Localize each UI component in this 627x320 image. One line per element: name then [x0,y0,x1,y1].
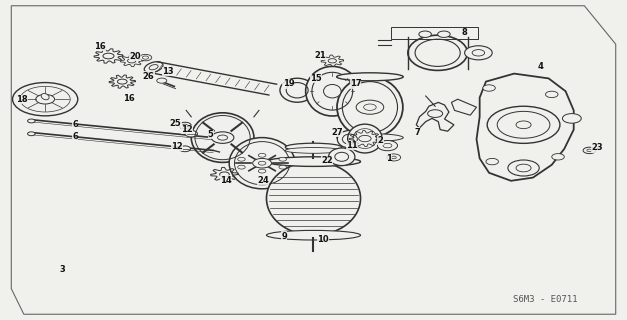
Ellipse shape [347,124,382,153]
Circle shape [377,140,398,151]
Circle shape [465,46,492,60]
Circle shape [552,154,564,160]
Ellipse shape [408,35,467,70]
Text: 14: 14 [220,176,231,185]
Circle shape [211,132,234,143]
Text: 4: 4 [537,62,544,71]
Ellipse shape [266,157,361,166]
Ellipse shape [337,77,403,138]
Circle shape [13,83,78,116]
Circle shape [179,122,191,129]
Text: 1: 1 [386,154,392,163]
Circle shape [238,157,245,161]
Circle shape [157,78,167,83]
Circle shape [419,31,431,37]
Ellipse shape [41,93,49,100]
Ellipse shape [305,67,359,116]
Circle shape [472,50,485,56]
Ellipse shape [144,62,163,73]
Circle shape [20,86,70,112]
Ellipse shape [285,148,342,153]
Circle shape [28,132,35,136]
Text: 7: 7 [414,128,420,137]
Text: 16: 16 [123,94,134,103]
Text: 15: 15 [310,74,322,83]
Text: 2: 2 [377,136,384,145]
Circle shape [238,165,245,169]
Polygon shape [477,74,574,181]
Text: 24: 24 [258,176,269,185]
Ellipse shape [337,131,362,148]
Circle shape [438,31,450,37]
Text: 26: 26 [143,72,154,81]
Circle shape [428,110,443,117]
Ellipse shape [337,134,403,141]
Text: 3: 3 [60,265,66,274]
Circle shape [562,114,581,123]
Circle shape [139,54,152,61]
Text: 20: 20 [129,52,140,60]
Circle shape [356,100,384,114]
Circle shape [258,169,266,173]
Ellipse shape [337,73,403,81]
Circle shape [583,147,596,154]
Circle shape [483,85,495,91]
Text: 8: 8 [461,28,467,37]
Text: 23: 23 [591,143,603,152]
Circle shape [545,91,558,98]
Circle shape [486,158,498,165]
Circle shape [185,131,198,137]
Text: 27: 27 [331,128,342,137]
Circle shape [279,157,287,161]
Circle shape [218,135,228,140]
Text: 11: 11 [347,141,358,150]
Ellipse shape [280,78,314,102]
Circle shape [279,165,287,169]
Circle shape [179,146,191,152]
Text: 16: 16 [95,42,106,51]
Text: 6: 6 [72,132,78,141]
Ellipse shape [329,148,355,166]
Ellipse shape [324,84,341,98]
Circle shape [387,154,401,161]
Text: 18: 18 [16,95,28,104]
Text: 10: 10 [317,235,329,244]
Text: 19: 19 [283,79,294,88]
Circle shape [28,119,35,123]
Ellipse shape [149,65,158,70]
Ellipse shape [285,143,342,151]
Ellipse shape [229,138,295,189]
Ellipse shape [191,113,254,163]
Text: 13: 13 [162,67,174,76]
Text: 22: 22 [322,156,333,165]
Text: 17: 17 [350,79,361,88]
Text: 5: 5 [208,130,214,139]
Text: 21: 21 [314,51,325,60]
Text: 12: 12 [181,125,192,134]
Circle shape [258,153,266,157]
Circle shape [36,94,55,104]
Text: 12: 12 [171,142,182,151]
Text: S6M3 - E0711: S6M3 - E0711 [514,295,577,304]
Ellipse shape [266,162,361,235]
Text: 9: 9 [281,232,287,241]
Circle shape [253,158,271,168]
Ellipse shape [266,230,361,240]
Text: 25: 25 [170,119,181,128]
Text: 6: 6 [72,120,78,129]
